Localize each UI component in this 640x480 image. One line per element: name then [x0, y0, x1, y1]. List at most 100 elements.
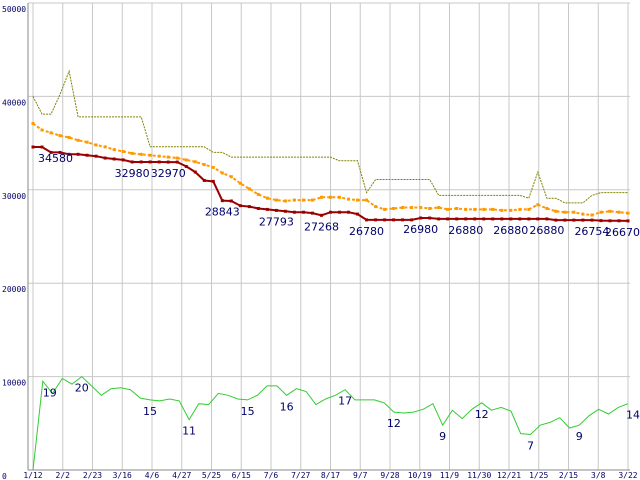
data-label: 27793	[259, 215, 294, 228]
data-label: 26670	[605, 226, 640, 239]
lower-point	[572, 218, 576, 222]
middle-point	[428, 206, 432, 210]
lower-point	[554, 218, 558, 222]
lower-point	[166, 160, 170, 164]
middle-point	[310, 198, 314, 202]
data-label: 26880	[493, 224, 528, 237]
lower-point	[518, 217, 522, 221]
lower-point	[67, 152, 71, 156]
lower-point	[184, 164, 188, 168]
lower-point	[121, 158, 125, 162]
lower-point	[40, 145, 44, 149]
middle-point	[112, 148, 116, 152]
middle-point	[229, 175, 233, 179]
lower-point	[256, 206, 260, 210]
middle-point	[527, 207, 531, 211]
x-tick-label: 1/12	[23, 471, 42, 480]
middle-point	[581, 212, 585, 216]
grid	[27, 2, 630, 471]
data-label: 9	[576, 430, 583, 443]
middle-point	[193, 160, 197, 164]
middle-point	[202, 163, 206, 167]
lower-point	[536, 217, 540, 221]
y-tick-label: 50000	[2, 5, 26, 14]
data-label: 26880	[448, 224, 483, 237]
lower-point	[85, 153, 89, 157]
data-label: 32970	[151, 167, 186, 180]
data-label: 32980	[115, 167, 150, 180]
middle-point	[67, 135, 71, 139]
lower-point	[265, 207, 269, 211]
data-label: 19	[43, 386, 57, 399]
lower-point	[464, 217, 468, 221]
middle-point	[392, 206, 396, 210]
lower-point	[148, 160, 152, 164]
middle-point	[220, 171, 224, 175]
y-tick-label: 10000	[2, 379, 26, 388]
middle-point	[401, 206, 405, 210]
x-tick-label: 11/9	[440, 471, 459, 480]
lower-point	[509, 217, 513, 221]
middle-point	[274, 198, 278, 202]
data-label: 9	[439, 430, 446, 443]
middle-point	[121, 150, 125, 154]
middle-point	[265, 196, 269, 200]
lower-point	[220, 199, 224, 203]
x-tick-label: 8/17	[321, 471, 340, 480]
middle-point	[211, 165, 215, 169]
x-tick-label: 1/25	[529, 471, 548, 480]
x-tick-label: 3/16	[113, 471, 132, 480]
x-tick-label: 7/6	[264, 471, 279, 480]
lower-point	[319, 213, 323, 217]
middle-point	[49, 131, 53, 135]
lower-point	[347, 210, 351, 214]
x-tick-label: 3/8	[591, 471, 606, 480]
lower-point	[383, 218, 387, 222]
x-tick-label: 6/15	[232, 471, 251, 480]
y-tick-label: 40000	[2, 98, 26, 107]
lower-point	[292, 210, 296, 214]
lower-point	[617, 219, 621, 223]
y-tick-label: 30000	[2, 192, 26, 201]
lower-point	[545, 217, 549, 221]
data-label: 12	[387, 417, 401, 430]
middle-point	[40, 128, 44, 132]
lower-point	[49, 150, 53, 154]
data-label: 26880	[529, 224, 564, 237]
middle-point	[410, 206, 414, 210]
lower-point	[374, 218, 378, 222]
lower-point	[202, 178, 206, 182]
x-tick-label: 12/21	[497, 471, 521, 480]
middle-point	[329, 195, 332, 199]
x-tick-label: 11/30	[467, 471, 491, 480]
lower-point	[338, 210, 342, 214]
data-label: 26980	[403, 223, 438, 236]
middle-point	[148, 153, 152, 157]
middle-point	[563, 210, 567, 214]
middle-point	[130, 151, 134, 155]
lower-point	[473, 217, 477, 221]
middle-point	[256, 192, 260, 196]
lower-point	[581, 218, 585, 222]
data-label: 17	[338, 395, 352, 408]
lower-point	[76, 152, 80, 156]
data-label: 20	[75, 382, 89, 395]
data-label: 28843	[205, 206, 240, 219]
lower-point	[401, 218, 405, 222]
middle-point	[31, 121, 35, 125]
middle-point	[301, 198, 305, 202]
x-tick-label: 4/6	[145, 471, 160, 480]
lower-point	[310, 211, 314, 215]
lower-point	[103, 156, 107, 160]
middle-point	[103, 145, 107, 149]
middle-point	[374, 205, 378, 209]
x-tick-label: 3/22	[618, 471, 637, 480]
lower-point	[94, 154, 98, 158]
middle-point	[446, 207, 450, 211]
data-label: 16	[280, 400, 294, 413]
y-tick-label: 20000	[2, 285, 26, 294]
lower-point	[283, 209, 287, 213]
middle-point	[238, 181, 242, 185]
lower-point	[428, 216, 432, 220]
